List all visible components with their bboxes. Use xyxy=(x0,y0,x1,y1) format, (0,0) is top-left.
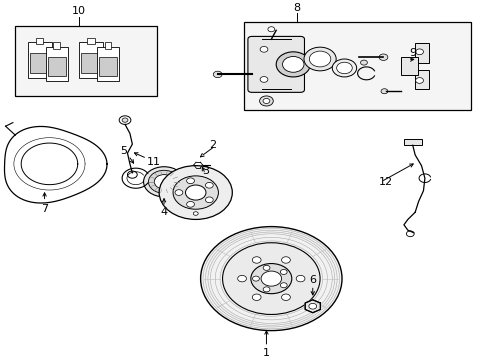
Bar xyxy=(403,139,421,145)
Bar xyxy=(99,57,117,76)
Circle shape xyxy=(282,57,304,72)
Bar xyxy=(81,53,101,73)
Bar xyxy=(15,26,157,96)
Text: 7: 7 xyxy=(41,204,48,214)
Circle shape xyxy=(263,265,269,270)
Circle shape xyxy=(260,77,267,82)
Circle shape xyxy=(415,49,423,55)
Circle shape xyxy=(119,116,131,125)
Circle shape xyxy=(252,294,261,301)
Text: 6: 6 xyxy=(308,275,316,285)
Circle shape xyxy=(259,96,273,106)
Bar xyxy=(36,38,43,44)
Circle shape xyxy=(280,283,286,288)
Circle shape xyxy=(309,51,330,67)
Circle shape xyxy=(127,171,137,178)
Circle shape xyxy=(308,303,316,309)
Circle shape xyxy=(380,89,387,94)
FancyBboxPatch shape xyxy=(247,36,304,93)
Circle shape xyxy=(331,59,356,77)
Text: 8: 8 xyxy=(292,3,300,13)
Bar xyxy=(104,42,111,49)
Circle shape xyxy=(252,276,259,281)
Circle shape xyxy=(122,118,128,122)
Circle shape xyxy=(205,197,213,203)
Circle shape xyxy=(186,178,194,184)
Circle shape xyxy=(281,294,290,301)
Circle shape xyxy=(200,226,341,330)
Text: 10: 10 xyxy=(72,6,86,17)
Circle shape xyxy=(304,47,335,71)
Bar xyxy=(400,57,417,75)
Circle shape xyxy=(154,175,173,189)
Circle shape xyxy=(263,98,269,103)
Circle shape xyxy=(205,183,213,188)
Text: 11: 11 xyxy=(147,157,161,167)
Bar xyxy=(30,53,49,73)
Text: 2: 2 xyxy=(209,140,216,150)
Text: 5: 5 xyxy=(120,146,127,156)
Circle shape xyxy=(213,71,222,78)
Circle shape xyxy=(360,60,366,65)
Circle shape xyxy=(378,54,387,60)
Text: 12: 12 xyxy=(378,177,392,187)
Circle shape xyxy=(250,264,291,294)
Circle shape xyxy=(173,176,218,209)
Polygon shape xyxy=(305,300,320,313)
Circle shape xyxy=(143,167,184,197)
Text: 3: 3 xyxy=(202,166,208,176)
Circle shape xyxy=(281,257,290,263)
Circle shape xyxy=(261,271,281,286)
Bar xyxy=(414,70,428,89)
Circle shape xyxy=(148,170,179,193)
Text: 1: 1 xyxy=(263,348,269,358)
Circle shape xyxy=(415,78,423,84)
Text: 9: 9 xyxy=(408,48,415,58)
Circle shape xyxy=(263,287,269,292)
Bar xyxy=(53,42,60,49)
Circle shape xyxy=(252,257,261,263)
Circle shape xyxy=(175,190,183,195)
Circle shape xyxy=(222,243,320,315)
Circle shape xyxy=(267,27,274,32)
Circle shape xyxy=(186,202,194,207)
Bar xyxy=(48,57,65,76)
Bar xyxy=(79,42,103,78)
Bar xyxy=(244,22,470,110)
Bar xyxy=(414,43,428,63)
Bar xyxy=(87,38,94,44)
Circle shape xyxy=(193,212,198,215)
Bar xyxy=(27,42,52,78)
Circle shape xyxy=(296,275,305,282)
Circle shape xyxy=(276,52,310,77)
Text: 4: 4 xyxy=(160,207,167,217)
Circle shape xyxy=(280,270,286,274)
Circle shape xyxy=(159,166,232,220)
Bar xyxy=(46,47,68,81)
Circle shape xyxy=(336,62,351,74)
Bar xyxy=(97,47,119,81)
Circle shape xyxy=(406,231,413,237)
Circle shape xyxy=(237,275,246,282)
Circle shape xyxy=(185,185,205,200)
Circle shape xyxy=(260,46,267,52)
